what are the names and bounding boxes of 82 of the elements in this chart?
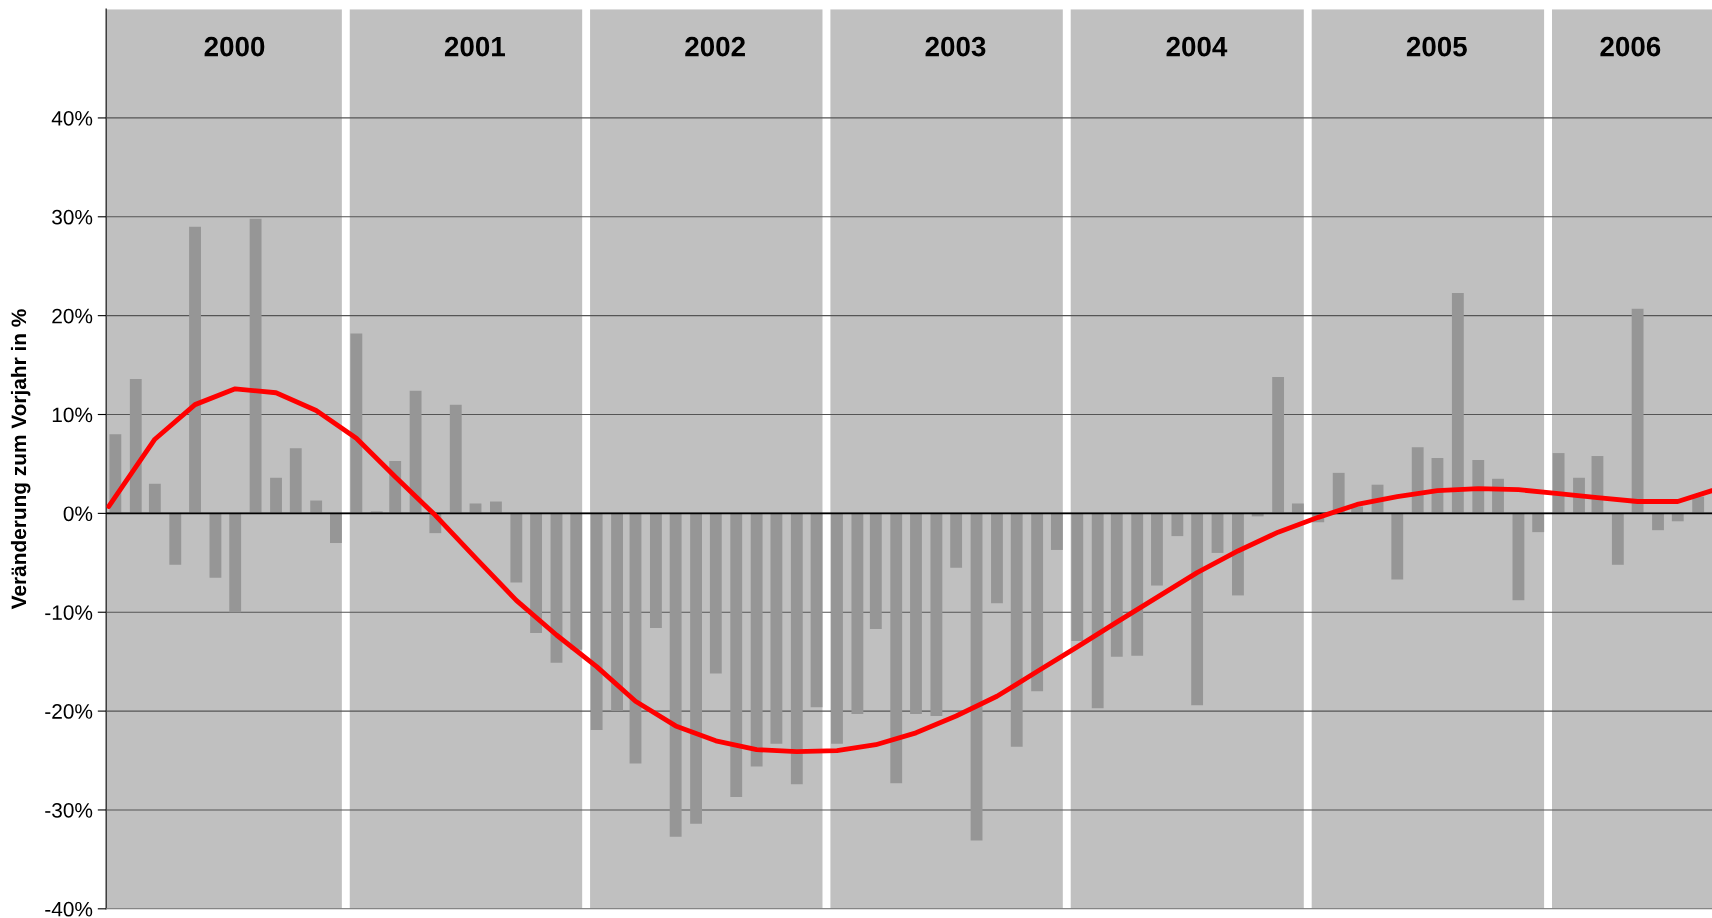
bar: [1191, 513, 1204, 706]
bar: [730, 513, 743, 798]
bar: [1050, 513, 1063, 550]
bar: [530, 513, 543, 633]
bar: [1631, 308, 1644, 514]
bar: [611, 513, 623, 712]
bar: [910, 513, 922, 715]
bar: [1151, 513, 1163, 586]
bar: [270, 477, 282, 514]
bar: [970, 513, 983, 841]
bar: [1131, 513, 1144, 656]
bar: [289, 448, 302, 514]
bar: [851, 513, 864, 715]
x-tick-label: 2002: [685, 36, 745, 57]
bar: [570, 513, 583, 650]
bar: [669, 513, 682, 837]
bar: [350, 333, 363, 514]
bar: [209, 513, 222, 578]
bar: [1110, 513, 1123, 657]
y-tick-label: -10%: [45, 605, 93, 620]
y-tick-label: 30%: [52, 209, 93, 225]
bar: [409, 390, 422, 514]
y-tick-label: -20%: [45, 704, 93, 719]
y-tick-label: 20%: [52, 308, 93, 324]
bar: [330, 513, 342, 544]
bar: [1272, 376, 1285, 514]
bar: [810, 513, 823, 708]
bar: [790, 513, 803, 785]
bar: [1211, 513, 1224, 553]
bar: [709, 513, 722, 674]
bar: [229, 513, 242, 613]
bar: [189, 226, 201, 514]
bar: [890, 513, 903, 784]
x-tick-label: 2001: [444, 36, 505, 57]
bar: [1291, 503, 1304, 514]
y-tick-label: -30%: [45, 802, 93, 818]
bar: [1232, 513, 1244, 596]
bar: [1552, 453, 1565, 514]
bar: [590, 513, 603, 730]
bar: [1411, 447, 1424, 514]
bar: [1010, 513, 1023, 747]
bar: [449, 404, 462, 514]
bar: [1692, 496, 1705, 514]
y-tick-label: 0%: [63, 506, 93, 522]
bar: [831, 513, 843, 744]
bar: [930, 513, 943, 717]
y-tick-label: -40%: [45, 901, 93, 917]
bar: [991, 513, 1003, 604]
x-tick-label: 2003: [925, 36, 986, 57]
bar: [1611, 513, 1624, 565]
y-tick-label: 40%: [51, 110, 93, 126]
bar: [469, 503, 482, 514]
bar: [750, 513, 763, 767]
bar: [1652, 513, 1664, 531]
bar: [1171, 513, 1184, 537]
bar: [690, 513, 702, 824]
bar: [950, 513, 963, 568]
bar: [649, 513, 662, 629]
bar: [490, 501, 502, 514]
bar: [1391, 513, 1404, 580]
bar: [629, 513, 642, 764]
y-axis-title: Veränderung zum Vorjahr in %: [10, 309, 31, 610]
bar: [510, 513, 523, 583]
y-tick-label: 10%: [52, 407, 93, 423]
bar: [249, 218, 262, 514]
x-tick-label: 2000: [204, 36, 265, 57]
bar: [169, 513, 182, 565]
bar: [310, 500, 323, 514]
bar: [148, 483, 161, 514]
bar: [129, 378, 142, 514]
bar: [869, 513, 882, 630]
bar: [1512, 513, 1525, 601]
bar: [1071, 513, 1084, 641]
x-tick-label: 2006: [1600, 36, 1661, 57]
bar: [1472, 459, 1485, 514]
bar: [1532, 513, 1545, 533]
bar: [1451, 292, 1464, 514]
x-tick-label: 2004: [1166, 36, 1228, 57]
bar: [1031, 513, 1044, 692]
bar: [1091, 513, 1104, 709]
bar: [770, 513, 783, 744]
x-tick-label: 2005: [1406, 36, 1467, 57]
